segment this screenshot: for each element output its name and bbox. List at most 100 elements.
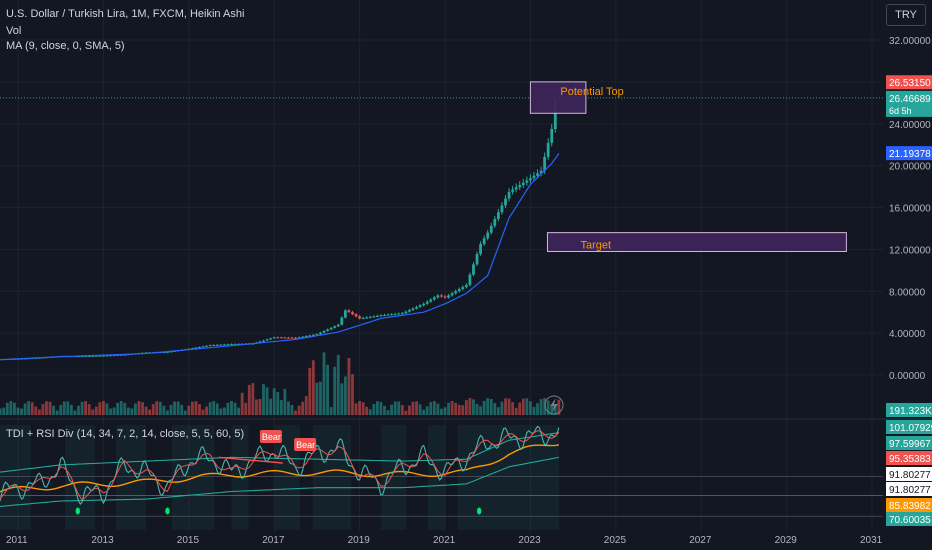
volume-bar [91,409,95,415]
volume-bar [73,410,77,415]
volume-bar [514,407,518,415]
volume-bar [94,406,98,415]
volume-bar [77,405,80,415]
candle-body [500,205,504,213]
tdi-legend[interactable]: TDI + RSI Div (14, 34, 7, 2, 14, close, … [6,428,245,440]
time-axis[interactable]: 2011 2013 2015 2017 2019 2021 2023 2025 2027 2029… [6,535,883,546]
volume-bar [194,401,198,415]
volume-bar [5,402,9,415]
volume-bar [190,401,194,415]
candle-body [379,315,383,317]
volume-bar [251,383,255,415]
candle-body [262,340,265,342]
annotations[interactable]: Potential Top Target [529,81,847,252]
candle-body [390,314,394,316]
currency-button[interactable]: TRY [886,4,926,26]
price-tick-label: 0.00000 [889,371,926,382]
potential-top-label: Potential Top [560,86,623,98]
volume-bar [297,405,301,415]
volume-bar [493,402,497,415]
candle-body [272,337,276,339]
volume-bar [13,402,16,415]
candle-body [539,170,543,174]
volume-bar [59,404,63,415]
volume-bar [536,403,539,415]
candle-body [304,336,308,338]
bear-label-tag [259,430,282,443]
candle-body [343,310,347,318]
volume-bar [415,401,418,415]
volume-bar [408,405,411,415]
candle-body [368,316,372,318]
candle-body [297,337,301,339]
tdi-value-tag [886,420,932,434]
tdi-value-text: 95.35383 [889,454,931,465]
candle-body [507,191,511,199]
candle-body [543,156,547,171]
target-label: Target [580,240,611,252]
volume-bar [166,410,169,415]
candle-body [258,341,262,343]
price-label-tag [886,146,932,161]
volume-bar [447,402,450,415]
candle-body [112,355,116,357]
volume-bar [205,406,208,415]
tdi-value-text: 70.60035 [889,515,931,526]
symbol-title[interactable]: U.S. Dollar / Turkish Lira, 1M, FXCM, He… [6,8,245,20]
candle-body [219,344,223,346]
volume-bar [23,403,27,415]
volume-bar [539,399,543,415]
volume-bar [20,408,23,415]
candle-body [461,287,465,290]
candle-body [443,296,447,298]
volume-bar [397,401,401,415]
price-grid [0,0,883,532]
tdi-value-text: 91.80277 [889,470,931,481]
volume-bar [37,409,41,415]
ma-legend[interactable]: MA (9, close, 0, SMA, 5) [6,40,125,52]
candle-body [119,354,123,356]
candle-body [94,355,98,357]
volume-bar [500,401,504,415]
volume-bar [351,374,354,415]
candle-body [493,219,497,226]
candle-body [358,316,361,319]
volume-value-tag [886,403,932,417]
volume-bar [532,406,536,415]
tdi-value-text: 85.83982 [889,501,931,512]
candle-body [329,327,333,330]
candle-body [532,175,536,179]
candle-body [333,326,337,328]
volume-bar [45,401,48,415]
candle-body [432,297,436,300]
lightning-icon[interactable] [544,395,564,415]
candle-body [311,334,315,336]
volume-bar [546,400,550,415]
candle-body [386,314,390,316]
candle-body [546,142,550,157]
time-tick-label: 2031 [860,535,883,546]
volume-bar [0,408,2,415]
volume-bar [16,407,20,415]
time-tick-label: 2025 [604,535,627,546]
volume-bar [105,403,109,415]
candle-body [123,354,127,356]
candle-body [468,274,472,285]
volume-bar [486,398,490,415]
volume-legend[interactable]: Vol [6,25,22,37]
volume-bar [66,401,70,415]
time-tick-label: 2011 [6,535,28,546]
candle-body [265,339,269,341]
volume-bar [144,406,148,415]
volume-bar [347,357,351,415]
candle-body [521,182,525,185]
candle-body [429,299,433,302]
tdi-value-tag [886,482,932,496]
volume-bar [255,399,258,415]
candle-body [194,347,198,349]
volume-bar [361,402,365,415]
volume-bar [155,401,159,415]
volume-bar [365,406,369,415]
volume-bar [240,392,244,415]
